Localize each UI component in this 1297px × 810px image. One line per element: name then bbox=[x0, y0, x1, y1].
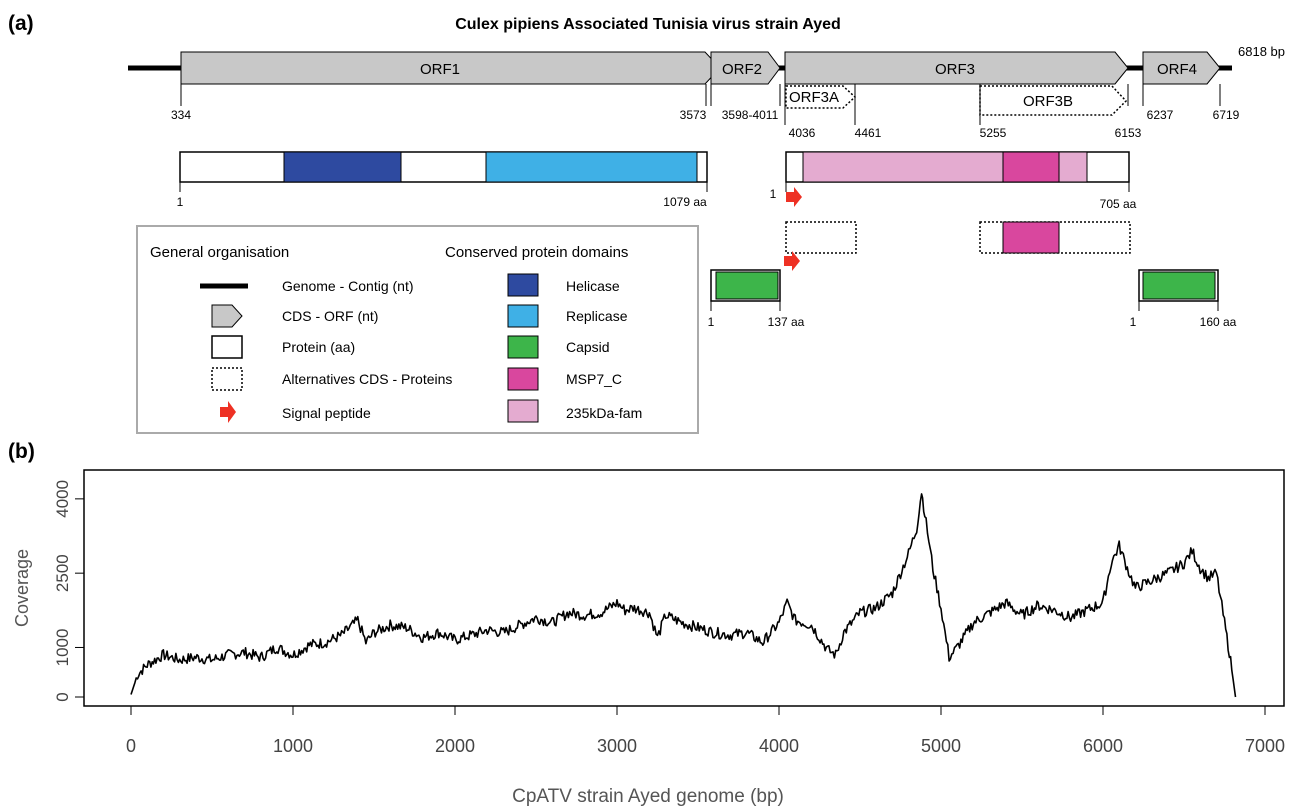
protein3-end-label: 705 aa bbox=[1100, 197, 1137, 211]
orf2-name: ORF2 bbox=[722, 61, 762, 78]
y-tick-label: 1000 bbox=[53, 629, 72, 667]
protein1-end-label: 1079 aa bbox=[663, 195, 707, 209]
msp7c-domain bbox=[1002, 151, 1060, 183]
legend-right-header: Conserved protein domains bbox=[445, 244, 628, 261]
legend-protein-label: Protein (aa) bbox=[282, 339, 355, 355]
legend-helicase-label: Helicase bbox=[566, 278, 620, 294]
orf3a-name: ORF3A bbox=[789, 89, 839, 106]
protein2-end-label: 137 aa bbox=[768, 315, 805, 329]
protein3-start-label: 1 bbox=[770, 187, 777, 201]
signal-peptide-icon bbox=[786, 187, 802, 207]
protein4-end-label: 160 aa bbox=[1200, 315, 1237, 329]
x-tick-label: 2000 bbox=[435, 736, 475, 756]
orf2-range-label: 3598-4011 bbox=[722, 108, 779, 122]
cds-arrow-icon bbox=[211, 304, 243, 328]
alt-protein-icon bbox=[211, 367, 243, 391]
legend-genome-label: Genome - Contig (nt) bbox=[282, 278, 414, 294]
helicase-swatch bbox=[507, 273, 539, 297]
diagram-title: Culex pipiens Associated Tunisia virus s… bbox=[455, 16, 841, 33]
x-tick-label: 6000 bbox=[1083, 736, 1123, 756]
orf3-start-label: 4036 bbox=[789, 126, 816, 140]
y-tick-label: 2500 bbox=[53, 554, 72, 592]
orf4-start-label: 6237 bbox=[1147, 108, 1174, 122]
235kda-swatch bbox=[507, 399, 539, 423]
x-tick-label: 5000 bbox=[921, 736, 961, 756]
legend-box bbox=[136, 225, 699, 434]
orf3a-end-label: 4461 bbox=[855, 126, 882, 140]
x-tick-label: 0 bbox=[126, 736, 136, 756]
orf4-name: ORF4 bbox=[1157, 61, 1197, 78]
orf3b-alt-arrow bbox=[979, 85, 1128, 116]
orf2-arrow bbox=[710, 51, 781, 85]
protein4-start-label: 1 bbox=[1130, 315, 1137, 329]
y-axis: 0 1000 2500 4000 bbox=[53, 480, 84, 702]
legend-cds-label: CDS - ORF (nt) bbox=[282, 308, 378, 324]
orf3-arrow bbox=[784, 51, 1129, 85]
orf3a-protein-box bbox=[785, 221, 857, 254]
legend-replicase-label: Replicase bbox=[566, 308, 628, 324]
legend-alt-label: Alternatives CDS - Proteins bbox=[282, 371, 452, 387]
orf3b-start-label: 5255 bbox=[980, 126, 1007, 140]
msp7c-swatch bbox=[507, 367, 539, 391]
orf4-arrow bbox=[1142, 51, 1221, 85]
signal-peptide-icon bbox=[784, 251, 800, 271]
protein1-start-label: 1 bbox=[177, 195, 184, 209]
legend-capsid-label: Capsid bbox=[566, 339, 610, 355]
signal-peptide-icon bbox=[220, 401, 236, 423]
legend-left-header: General organisation bbox=[150, 244, 289, 261]
x-tick-label: 7000 bbox=[1245, 736, 1285, 756]
orf3a-alt-arrow bbox=[785, 85, 857, 109]
replicase-swatch bbox=[507, 304, 539, 328]
x-axis-label: CpATV strain Ayed genome (bp) bbox=[512, 786, 784, 807]
y-axis-label: Coverage bbox=[12, 549, 32, 627]
x-tick-label: 1000 bbox=[273, 736, 313, 756]
plot-frame bbox=[83, 469, 1285, 707]
orf-position-ticks bbox=[180, 84, 1221, 125]
legend-signal-label: Signal peptide bbox=[282, 405, 371, 421]
orf3b-name: ORF3B bbox=[1023, 93, 1073, 110]
orf4-end-label: 6719 bbox=[1213, 108, 1240, 122]
panel-b-label: (b) bbox=[8, 440, 35, 463]
protein2-start-label: 1 bbox=[708, 315, 715, 329]
orf3-name: ORF3 bbox=[935, 61, 975, 78]
replicase-domain bbox=[485, 151, 698, 183]
y-tick-label: 4000 bbox=[53, 480, 72, 518]
protein-box-icon bbox=[211, 335, 243, 359]
helicase-domain bbox=[283, 151, 402, 183]
capsid-swatch bbox=[507, 335, 539, 359]
orf1-name: ORF1 bbox=[420, 61, 460, 78]
x-tick-label: 3000 bbox=[597, 736, 637, 756]
legend-msp7c-label: MSP7_C bbox=[566, 371, 622, 387]
orf1-end-label: 3573 bbox=[680, 108, 707, 122]
capsid-domain bbox=[715, 271, 779, 300]
panel-a-label: (a) bbox=[8, 12, 34, 35]
genome-size-label: 6818 bp bbox=[1238, 44, 1285, 59]
orf1-start-label: 334 bbox=[171, 108, 191, 122]
coverage-line bbox=[130, 493, 1237, 698]
y-tick-label: 0 bbox=[53, 692, 72, 701]
orf3-end-label: 6153 bbox=[1115, 126, 1142, 140]
x-tick-label: 4000 bbox=[759, 736, 799, 756]
x-axis: 0 1000 2000 3000 4000 5000 6000 7000 bbox=[126, 706, 1285, 756]
legend-235kda-label: 235kDa-fam bbox=[566, 405, 642, 421]
msp7c-domain-alt bbox=[1002, 221, 1060, 254]
capsid-domain bbox=[1142, 271, 1216, 300]
